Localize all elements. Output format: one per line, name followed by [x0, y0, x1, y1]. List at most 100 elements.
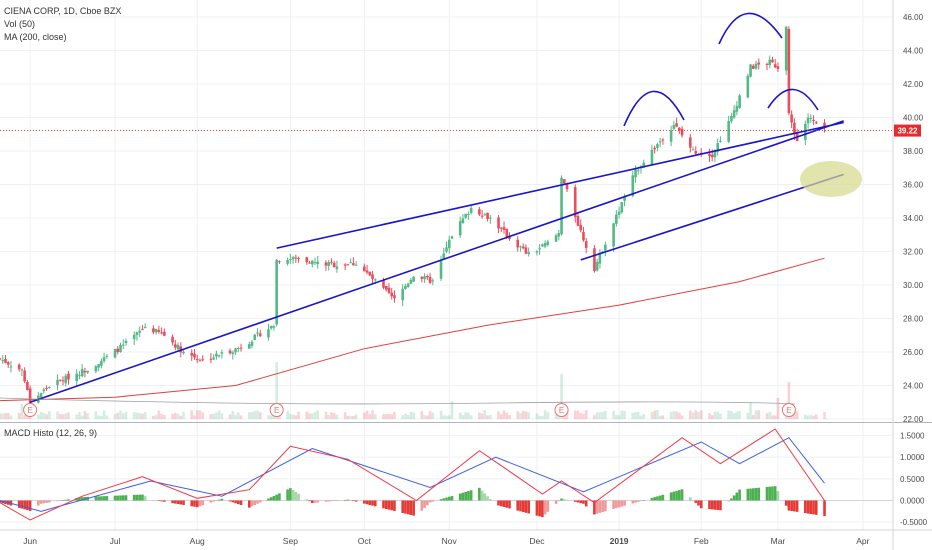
macd-histogram-bar	[135, 494, 139, 501]
candle-body	[573, 187, 577, 217]
axes: 22.00 24.00 26.00 28.00 30.00 32.00 34.00 36.00…	[23, 13, 927, 546]
macd-histogram-bar	[313, 500, 317, 503]
macd-histogram-bar	[516, 500, 520, 511]
macd-histogram-bar	[209, 500, 213, 503]
candle-body	[316, 261, 320, 264]
volume-bar	[234, 415, 237, 419]
volume-bar	[23, 415, 26, 419]
candle-body	[623, 197, 626, 201]
volume-bar	[138, 412, 142, 419]
volume-bar	[423, 415, 426, 419]
candle-body	[426, 275, 429, 278]
candle-body	[1, 360, 5, 362]
trend-line	[29, 120, 844, 404]
volume-bar	[289, 413, 292, 419]
macd-histogram-bar	[80, 497, 84, 501]
volume-bar	[6, 413, 10, 419]
volume-bar	[121, 413, 125, 419]
candle-body	[546, 241, 550, 245]
macd-histogram-bar	[593, 500, 596, 515]
volume-bar	[787, 381, 791, 419]
candle-body	[217, 355, 221, 357]
macd-histogram-bar	[239, 500, 243, 505]
earnings-marker-label: E	[786, 406, 791, 415]
candle-body	[757, 62, 761, 65]
volume-bar	[382, 414, 385, 419]
candle-body	[371, 274, 374, 279]
volume-bar	[623, 410, 626, 419]
candle-body	[390, 292, 394, 297]
candle-body	[423, 276, 426, 280]
macd-histogram-bar	[661, 494, 665, 501]
macd-histogram-bar	[45, 500, 48, 503]
volume-bar	[310, 413, 314, 419]
candle-body	[642, 162, 646, 168]
candle-body	[119, 345, 122, 353]
macd-histogram-bar	[212, 500, 215, 502]
volume-bar	[601, 411, 604, 419]
volume-bar	[409, 411, 413, 419]
macd-histogram-bar	[20, 500, 24, 509]
volume-bar	[75, 414, 78, 419]
candle-body	[163, 331, 166, 336]
volume-bar	[691, 412, 695, 419]
candle-body	[708, 153, 711, 157]
macd-histogram-bar	[467, 491, 470, 501]
head-arc	[718, 12, 783, 45]
candle-body	[195, 359, 199, 361]
macd-histogram-bar	[198, 500, 202, 507]
volume-bar	[612, 410, 615, 419]
macd-histogram-bar	[58, 500, 62, 501]
volume-bar	[212, 413, 215, 419]
time-tick-label: 2019	[610, 536, 629, 546]
macd-histogram-bar	[174, 500, 177, 504]
volume-bar	[42, 413, 46, 419]
volume-bar	[294, 415, 298, 419]
candle-body	[209, 358, 213, 360]
macd-histogram-bar	[61, 500, 65, 501]
macd-histogram-bar	[426, 500, 429, 506]
macd-histogram-bar	[615, 500, 618, 509]
volume-bar	[308, 413, 311, 419]
volume-bar	[58, 413, 62, 419]
candle-body	[560, 177, 563, 235]
macd-pane	[0, 428, 893, 521]
candle-body	[58, 379, 62, 381]
candle-body	[310, 260, 314, 265]
candle-body	[86, 370, 89, 373]
candle-body	[352, 263, 355, 266]
volume-bar	[527, 412, 530, 419]
volume-bar	[316, 410, 320, 419]
volume-bar	[672, 411, 676, 419]
candle-body	[404, 285, 407, 289]
candle-body	[256, 332, 259, 334]
volume-bar	[20, 404, 24, 419]
volume-bar	[250, 411, 254, 419]
macd-histogram-bar	[678, 490, 681, 501]
macd-histogram-bar	[489, 499, 492, 501]
candle-body	[790, 114, 793, 123]
volume-bar	[708, 413, 711, 419]
volume-bar	[634, 412, 637, 419]
macd-histogram-bar	[642, 500, 646, 501]
volume-bar	[480, 413, 484, 419]
macd-histogram-bar	[688, 497, 692, 501]
volume-bar	[562, 414, 566, 419]
macd-histogram-bar	[363, 500, 366, 504]
candle-body	[141, 329, 144, 331]
macd-histogram-bar	[124, 495, 128, 501]
candle-body	[467, 214, 470, 216]
volume-bar	[505, 412, 509, 419]
earnings-marker	[554, 403, 569, 417]
price-tick-label: 34.00	[903, 214, 924, 223]
volume-bar	[735, 411, 739, 419]
candle-body	[412, 276, 415, 282]
volume-bar	[658, 415, 662, 419]
macd-histogram-bar	[258, 500, 262, 503]
volume-bar	[464, 412, 467, 419]
macd-histogram-bar	[535, 500, 539, 516]
volume-bar	[669, 411, 673, 419]
earnings-marker-label: E	[27, 406, 32, 415]
candle-body	[579, 224, 583, 231]
macd-histogram-bar	[308, 500, 311, 502]
